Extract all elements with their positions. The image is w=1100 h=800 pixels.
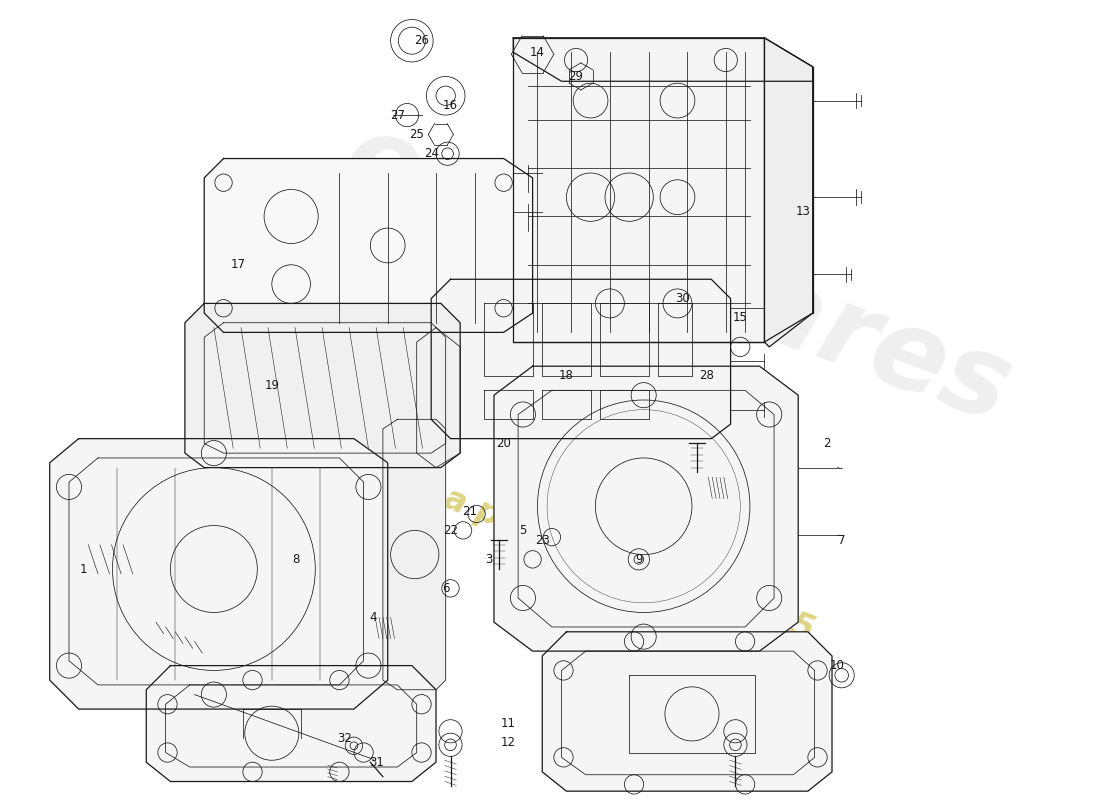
Polygon shape xyxy=(431,279,730,438)
Text: 9: 9 xyxy=(635,553,642,566)
Polygon shape xyxy=(542,632,832,791)
Text: 23: 23 xyxy=(535,534,550,546)
Text: 15: 15 xyxy=(733,311,748,325)
Text: 21: 21 xyxy=(462,505,477,518)
Text: 11: 11 xyxy=(500,717,516,730)
Polygon shape xyxy=(185,303,460,468)
Text: 28: 28 xyxy=(698,370,714,382)
Text: 8: 8 xyxy=(293,553,299,566)
Text: 17: 17 xyxy=(231,258,245,271)
Text: 12: 12 xyxy=(500,736,516,750)
Text: 5: 5 xyxy=(519,524,527,537)
Text: 20: 20 xyxy=(496,437,512,450)
Text: 27: 27 xyxy=(389,109,405,122)
Polygon shape xyxy=(383,419,446,690)
Text: 30: 30 xyxy=(675,292,690,305)
Text: 22: 22 xyxy=(443,524,458,537)
Text: 13: 13 xyxy=(795,205,811,218)
Polygon shape xyxy=(514,38,764,342)
Polygon shape xyxy=(50,438,387,709)
Text: 32: 32 xyxy=(337,731,352,745)
Text: 3: 3 xyxy=(485,553,493,566)
Text: 14: 14 xyxy=(530,46,544,58)
Polygon shape xyxy=(494,366,799,651)
Polygon shape xyxy=(514,38,813,82)
Polygon shape xyxy=(205,158,532,332)
Text: 25: 25 xyxy=(409,128,425,141)
Text: eurospares: eurospares xyxy=(329,104,1026,445)
Text: 26: 26 xyxy=(414,34,429,47)
Text: 1: 1 xyxy=(79,562,87,575)
Text: 16: 16 xyxy=(443,99,458,112)
Text: 19: 19 xyxy=(264,379,279,392)
Text: 10: 10 xyxy=(829,659,845,672)
Text: 7: 7 xyxy=(838,534,846,546)
Text: 24: 24 xyxy=(424,147,439,160)
Text: 4: 4 xyxy=(370,611,377,624)
Polygon shape xyxy=(764,38,813,347)
Text: a passion since 1985: a passion since 1985 xyxy=(439,482,820,646)
Text: 18: 18 xyxy=(559,370,574,382)
Text: 29: 29 xyxy=(569,70,584,83)
Text: 6: 6 xyxy=(442,582,450,595)
Polygon shape xyxy=(146,666,436,782)
Text: 31: 31 xyxy=(368,756,384,769)
Text: 2: 2 xyxy=(824,437,830,450)
